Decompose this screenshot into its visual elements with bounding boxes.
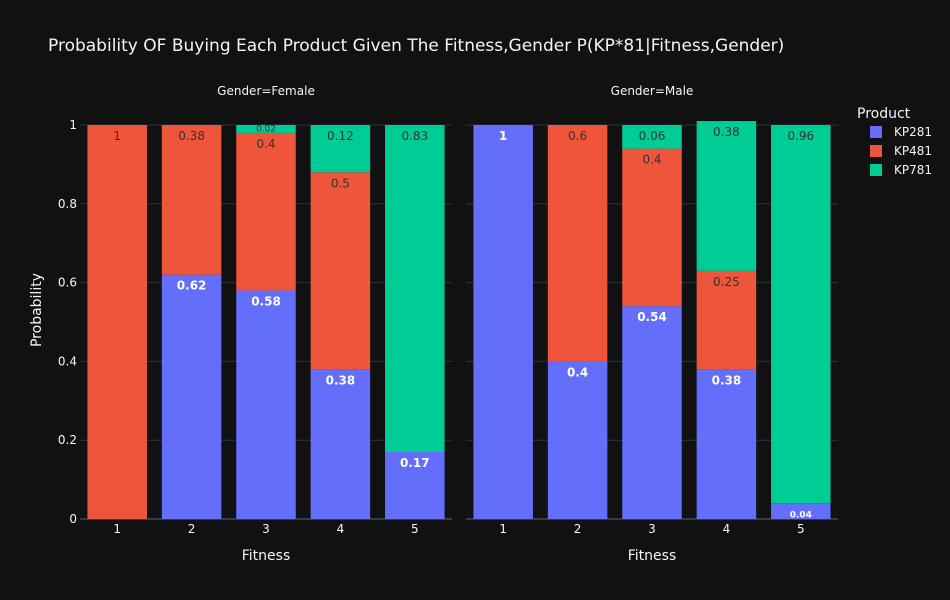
data-label: 1 [113, 129, 121, 143]
x-tick-label: 2 [574, 522, 582, 536]
bar-segment [696, 270, 757, 370]
facets: 0 0.2 0.4 0.6 0.8 1 Gender=Female Fitness 1 1 2 0.6… [58, 84, 838, 564]
y-tick-label: 1 [69, 118, 77, 132]
bar-segment [696, 369, 757, 519]
bar-segment [547, 125, 608, 362]
data-label: 0.58 [251, 294, 281, 308]
bar-segment [310, 172, 371, 370]
x-axis-label: Fitness [628, 548, 677, 564]
x-tick-label: 2 [188, 522, 196, 536]
x-tick-label: 4 [337, 522, 345, 536]
x-axis-label: Fitness [242, 548, 291, 564]
x-tick-label: 3 [648, 522, 656, 536]
data-label: 0.96 [787, 129, 814, 143]
bar-segment [771, 125, 831, 504]
y-tick-label: 0.8 [58, 197, 77, 211]
bar-segment [696, 121, 757, 271]
data-label: 0.54 [637, 310, 667, 324]
facet-panel: Gender=Male Fitness 1 1 2 0.4 0.6 3 0.54 0.4 0.06 4… [466, 84, 838, 564]
data-label: 0.38 [713, 125, 740, 139]
data-label: 0.17 [400, 456, 430, 470]
legend-swatch [870, 126, 882, 138]
data-label: 0.12 [327, 129, 354, 143]
data-label: 0.5 [331, 176, 350, 190]
legend-swatch [870, 145, 882, 157]
bar-segment [87, 125, 147, 519]
bar-segment [771, 503, 831, 519]
bar-segment [547, 361, 608, 519]
x-tick-label: 3 [262, 522, 270, 536]
data-label: 0.4 [567, 365, 588, 379]
bar-segment [473, 125, 533, 519]
data-label: 0.4 [642, 153, 661, 167]
data-label: 0.38 [178, 129, 205, 143]
data-label: 0.06 [639, 129, 666, 143]
x-tick-label: 1 [113, 522, 121, 536]
bar-segment [310, 369, 371, 519]
data-label: 0.62 [177, 279, 207, 293]
legend-label: KP481 [894, 144, 932, 158]
data-label: 0.38 [712, 373, 742, 387]
data-label: 0.6 [568, 129, 587, 143]
bar-segment [622, 125, 682, 149]
x-tick-label: 5 [411, 522, 419, 536]
legend-swatch [870, 164, 882, 176]
bar-segment [310, 125, 371, 173]
x-tick-label: 1 [499, 522, 507, 536]
y-tick-label: 0.6 [58, 276, 77, 290]
bar-segment [236, 125, 296, 133]
facet-label: Gender=Female [217, 84, 315, 98]
data-label: 0.04 [790, 511, 812, 521]
legend-label: KP281 [894, 125, 932, 139]
bar-segment [236, 290, 296, 519]
legend-title: Product [857, 106, 911, 122]
legend: Product KP281 KP481 KP781 [857, 106, 932, 177]
data-label: 0.25 [713, 275, 740, 289]
legend-item[interactable]: KP781 [870, 163, 932, 177]
chart-title: Probability OF Buying Each Product Given… [48, 36, 784, 56]
facet-panel: 0 0.2 0.4 0.6 0.8 1 Gender=Female Fitness 1 1 2 0.6… [58, 84, 452, 564]
data-label: 0.4 [256, 137, 275, 151]
y-tick-label: 0.4 [58, 354, 77, 368]
data-label: 1 [499, 129, 507, 143]
bar-segment [622, 306, 682, 519]
legend-label: KP781 [894, 163, 932, 177]
bar-segment [161, 125, 222, 275]
bar-segment [236, 132, 296, 291]
legend-item[interactable]: KP281 [870, 125, 932, 139]
bar-segment [385, 452, 445, 519]
y-tick-label: 0 [69, 512, 77, 526]
y-axis-label: Probability [29, 273, 45, 347]
bar-segment [385, 125, 445, 453]
x-tick-label: 4 [723, 522, 731, 536]
x-tick-label: 5 [797, 522, 805, 536]
y-tick-label: 0.2 [58, 433, 77, 447]
facet-label: Gender=Male [611, 84, 694, 98]
data-label: 0.02 [256, 124, 276, 134]
data-label: 0.38 [326, 373, 356, 387]
legend-item[interactable]: KP481 [870, 144, 932, 158]
bar-segment [622, 148, 682, 307]
bar-segment [161, 274, 222, 519]
data-label: 0.83 [401, 129, 428, 143]
